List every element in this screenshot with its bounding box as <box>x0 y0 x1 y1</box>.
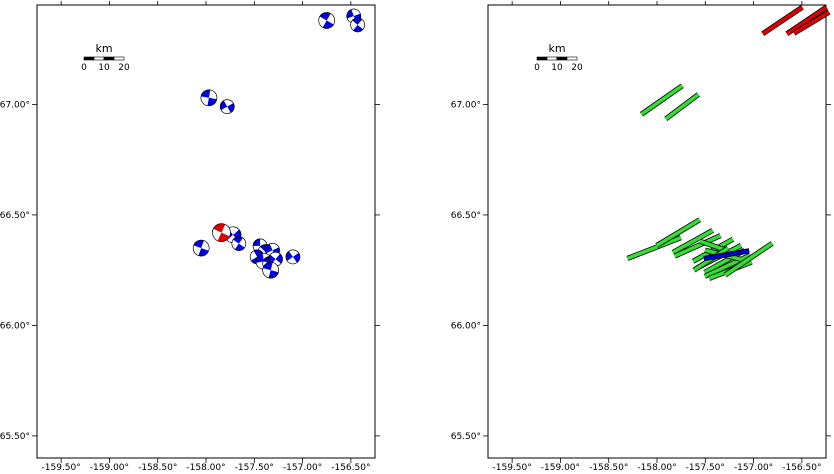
scale-bar-label: 10 <box>98 63 110 73</box>
beachball-outline <box>350 17 365 33</box>
scale-bar-unit: km <box>548 42 565 55</box>
beachball-quadrant <box>292 252 300 263</box>
beachball-mark <box>285 249 301 265</box>
fault-plane-mark <box>785 5 828 36</box>
fault-plane-mark <box>664 92 700 121</box>
beachball-quadrant <box>353 24 363 32</box>
beachball-quadrant <box>319 12 331 21</box>
beachball-mark <box>200 89 218 107</box>
scale-bar-label: 20 <box>571 63 583 73</box>
beachball-mark <box>318 12 336 29</box>
beachball-quadrant <box>352 17 363 25</box>
beachball-quadrant <box>253 238 261 246</box>
beachball-outline <box>318 12 336 29</box>
scale-bar-unit: km <box>95 42 112 55</box>
x-tick-label: -158.00° <box>186 463 225 473</box>
fault-plane-mark <box>655 218 701 248</box>
y-tick-label: 67.00° <box>0 100 30 110</box>
beachball-mark <box>231 236 247 252</box>
beachball-quadrant <box>201 89 211 98</box>
beachball-mark <box>350 17 365 33</box>
beachball-quadrant <box>227 103 235 113</box>
scale-bar: km 0 10 20 <box>81 42 130 73</box>
beachball-quadrant <box>213 223 226 233</box>
beachball-outline <box>262 261 280 279</box>
fault-plane-mark <box>793 10 830 35</box>
beachball-quadrant <box>217 232 230 242</box>
beachball-mark <box>212 223 231 242</box>
beachball-quadrant <box>234 243 245 251</box>
scale-bar-segment <box>103 56 115 61</box>
scale-bar-segment <box>546 56 558 61</box>
y-tick-label: 66.00° <box>0 321 30 331</box>
map-frame <box>36 4 376 459</box>
scale-bar-label: 20 <box>118 63 130 73</box>
beachball-mark <box>219 99 235 114</box>
fault-plane-mark <box>626 236 682 261</box>
beachball-outline <box>285 249 301 265</box>
scale-bar-segment <box>83 56 95 61</box>
x-tick-label: -159.00° <box>90 463 129 473</box>
fault-plane-mark <box>673 233 722 258</box>
beachball-outline <box>200 89 218 107</box>
x-tick-label: -157.50° <box>686 463 725 473</box>
y-tick-label: 65.50° <box>451 432 481 442</box>
beachball-quadrant <box>322 20 334 29</box>
fault-plane-mark <box>640 84 684 116</box>
x-tick-label: -156.50° <box>331 463 370 473</box>
fault-plane-mark <box>704 253 751 279</box>
beachball-outline <box>212 223 231 242</box>
beachball-outline <box>192 239 210 257</box>
beachball-quadrant <box>285 251 293 261</box>
beachball-outline <box>231 236 247 252</box>
beachball-quadrant <box>220 100 228 111</box>
beachball-outline <box>219 99 235 114</box>
x-tick-label: -158.50° <box>138 463 177 473</box>
x-tick-label: -157.00° <box>283 463 322 473</box>
scale-bar-segment <box>93 56 105 61</box>
fault-plane-mark <box>724 241 774 277</box>
y-tick-label: 65.50° <box>0 432 30 442</box>
scale-bar-label: 0 <box>81 63 87 73</box>
scale-bar: km 0 10 20 <box>534 42 583 73</box>
x-tick-label: -157.50° <box>235 463 274 473</box>
y-tick-label: 66.50° <box>0 211 30 221</box>
scale-bar-segment <box>536 56 548 61</box>
scale-bar-label: 0 <box>534 63 540 73</box>
y-tick-label: 66.00° <box>451 321 481 331</box>
beachball-mark <box>262 261 280 279</box>
scale-bar-label: 10 <box>551 63 563 73</box>
beachball-mark <box>192 239 210 257</box>
scale-bar-segment <box>566 56 578 61</box>
fault-plane-panel: -159.50° -159.00° -158.50° -158.00° -157.50°… <box>451 1 831 473</box>
beachball-quadrant <box>253 249 264 257</box>
beachball-quadrant <box>275 253 283 264</box>
scale-bar-segment <box>556 56 568 61</box>
fault-plane-mark <box>761 5 804 36</box>
x-tick-label: -159.00° <box>541 463 580 473</box>
scale-bar-segment <box>113 56 125 61</box>
x-tick-label: -159.50° <box>42 463 81 473</box>
fault-plane-mark <box>671 228 714 255</box>
focal-mechanism-panel: -159.50° -159.00° -158.50° -158.00° -157.50°… <box>0 1 380 473</box>
fault-plane-mark <box>703 249 750 261</box>
beachball-quadrant <box>265 243 273 254</box>
beachball-quadrant <box>233 236 243 244</box>
x-tick-label: -156.50° <box>782 463 821 473</box>
beachball-quadrant <box>255 253 264 263</box>
x-tick-label: -158.50° <box>589 463 628 473</box>
beachball-quadrant <box>207 97 217 106</box>
y-tick-label: 67.00° <box>451 100 481 110</box>
x-tick-label: -157.00° <box>734 463 773 473</box>
x-tick-label: -159.50° <box>493 463 532 473</box>
y-tick-label: 66.50° <box>451 211 481 221</box>
x-tick-label: -158.00° <box>637 463 676 473</box>
